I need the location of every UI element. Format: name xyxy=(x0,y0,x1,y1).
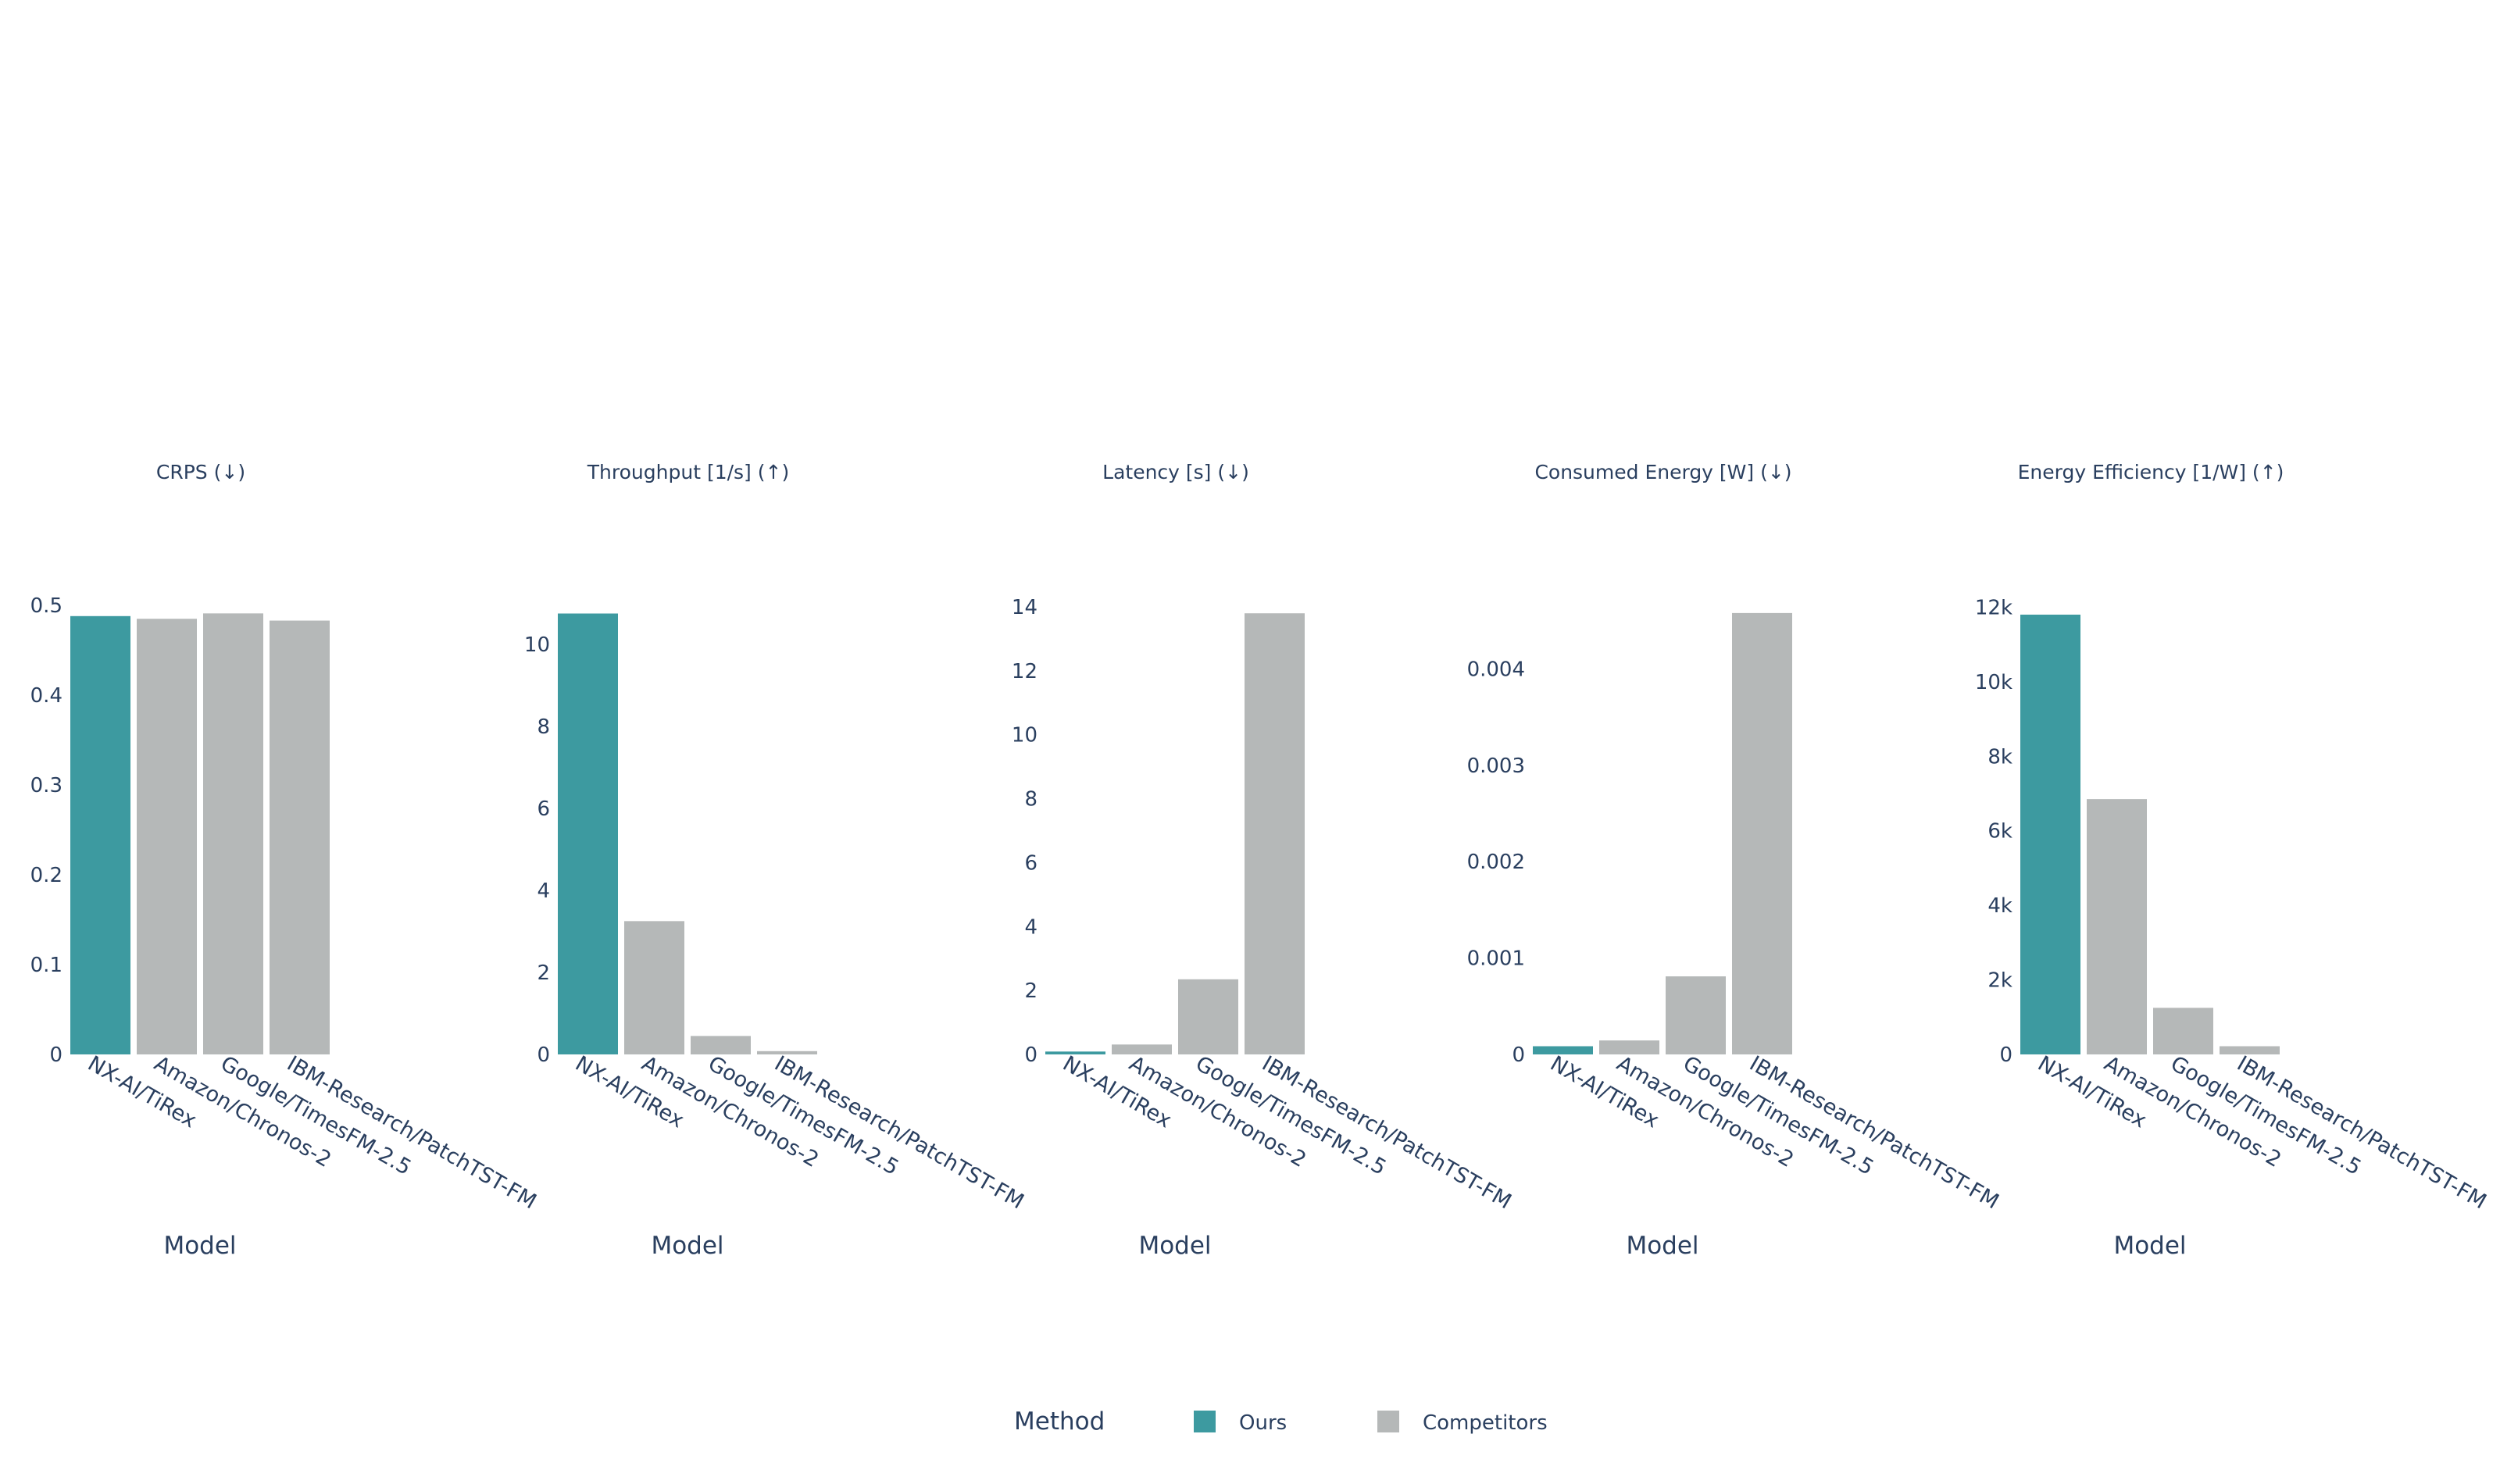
x-axis-title: Model xyxy=(651,1232,723,1260)
y-tick-label: 0.003 xyxy=(1467,754,1525,778)
y-tick-label: 0.3 xyxy=(30,774,62,797)
bar-2[interactable] xyxy=(1112,1044,1172,1054)
bar-1[interactable] xyxy=(1533,1046,1593,1054)
y-tick-label: 8k xyxy=(1988,745,2012,769)
y-tick-label: 0.1 xyxy=(30,954,62,977)
bar-1[interactable] xyxy=(558,613,618,1054)
chart-title: Energy Efficiency [1/W] (↑) xyxy=(2018,461,2284,483)
chart-title: CRPS (↓) xyxy=(156,461,245,483)
x-axis-title: Model xyxy=(2113,1232,2186,1260)
bar-3[interactable] xyxy=(1178,979,1238,1054)
bar-4[interactable] xyxy=(757,1051,817,1054)
bar-2[interactable] xyxy=(2087,799,2147,1054)
y-tick-label: 0.2 xyxy=(30,864,62,887)
chart-panel-4: Consumed Energy [W] (↓) 0 0.001 0.002 0.003 0… xyxy=(1467,461,2003,1260)
x-axis-title: Model xyxy=(1626,1232,1698,1260)
chart-title: Latency [s] (↓) xyxy=(1102,461,1249,483)
chart-panel-3: Latency [s] (↓)02468101214NX-AI/TiRexAma… xyxy=(1012,461,1516,1260)
bar-3[interactable] xyxy=(203,613,263,1054)
y-tick-label: 0.4 xyxy=(30,684,62,708)
chart-title: Throughput [1/s] (↑) xyxy=(587,461,789,483)
bar-3[interactable] xyxy=(1666,976,1726,1054)
y-tick-label: 8 xyxy=(1024,788,1038,812)
legend-label-competitors[interactable]: Competitors xyxy=(1423,1411,1548,1435)
legend-swatch-competitors[interactable] xyxy=(1377,1411,1399,1432)
bar-1[interactable] xyxy=(2020,614,2080,1054)
y-tick-label: 12 xyxy=(1012,660,1038,683)
bar-4[interactable] xyxy=(270,620,330,1054)
y-tick-label: 10k xyxy=(1975,671,2012,694)
bar-3[interactable] xyxy=(2153,1008,2213,1054)
y-tick-label: 0.001 xyxy=(1467,947,1525,971)
y-tick-label: 0.002 xyxy=(1467,851,1525,874)
bar-4[interactable] xyxy=(1245,613,1305,1054)
y-tick-label: 2k xyxy=(1988,969,2012,993)
bar-4[interactable] xyxy=(1732,612,1792,1054)
chart-panels: CRPS (↓)00.10.20.30.40.5NX-AI/TiRexAmazo… xyxy=(30,461,2491,1260)
y-tick-label: 6 xyxy=(537,797,550,821)
y-tick-label: 2 xyxy=(537,961,550,985)
bar-1[interactable] xyxy=(70,615,130,1054)
bar-3[interactable] xyxy=(691,1036,751,1054)
chart-panel-1: CRPS (↓)00.10.20.30.40.5NX-AI/TiRexAmazo… xyxy=(30,461,541,1260)
x-axis-title: Model xyxy=(163,1232,236,1260)
legend: Method Ours Competitors xyxy=(1014,1407,1548,1436)
bar-2[interactable] xyxy=(1599,1040,1659,1054)
bar-1[interactable] xyxy=(1045,1051,1105,1054)
x-axis-title: Model xyxy=(1138,1232,1211,1260)
bar-2[interactable] xyxy=(137,619,197,1054)
y-tick-label: 4 xyxy=(1024,915,1038,939)
y-tick-label: 0.004 xyxy=(1467,658,1525,681)
chart-title: Consumed Energy [W] (↓) xyxy=(1534,461,1791,483)
legend-label-ours[interactable]: Ours xyxy=(1239,1411,1287,1435)
y-tick-label: 4k xyxy=(1988,894,2012,918)
chart-panel-5: Energy Efficiency [1/W] (↑) 0 2k 4k 6k 8k 10k 1… xyxy=(1975,461,2491,1260)
y-tick-label: 12k xyxy=(1975,596,2012,619)
y-tick-label: 0 xyxy=(49,1043,62,1067)
bar-4[interactable] xyxy=(2220,1046,2280,1054)
y-tick-label: 4 xyxy=(537,879,550,903)
y-tick-label: 0 xyxy=(1999,1043,2012,1067)
y-tick-label: 0 xyxy=(1512,1043,1525,1067)
y-tick-label: 6k xyxy=(1988,820,2012,844)
y-tick-label: 0.5 xyxy=(30,594,62,618)
y-tick-label: 10 xyxy=(1012,724,1038,747)
y-tick-label: 8 xyxy=(537,715,550,739)
y-tick-label: 0 xyxy=(537,1043,550,1067)
y-tick-label: 0 xyxy=(1024,1043,1038,1067)
y-tick-label: 10 xyxy=(524,633,550,657)
y-tick-label: 2 xyxy=(1024,979,1038,1003)
legend-title: Method xyxy=(1014,1407,1105,1436)
y-tick-label: 14 xyxy=(1012,596,1038,619)
bar-2[interactable] xyxy=(624,921,684,1054)
y-tick-label: 6 xyxy=(1024,851,1038,875)
legend-swatch-ours[interactable] xyxy=(1194,1411,1216,1432)
chart-panel-2: Throughput [1/s] (↑)0246810NX-AI/TiRexAm… xyxy=(524,461,1028,1260)
